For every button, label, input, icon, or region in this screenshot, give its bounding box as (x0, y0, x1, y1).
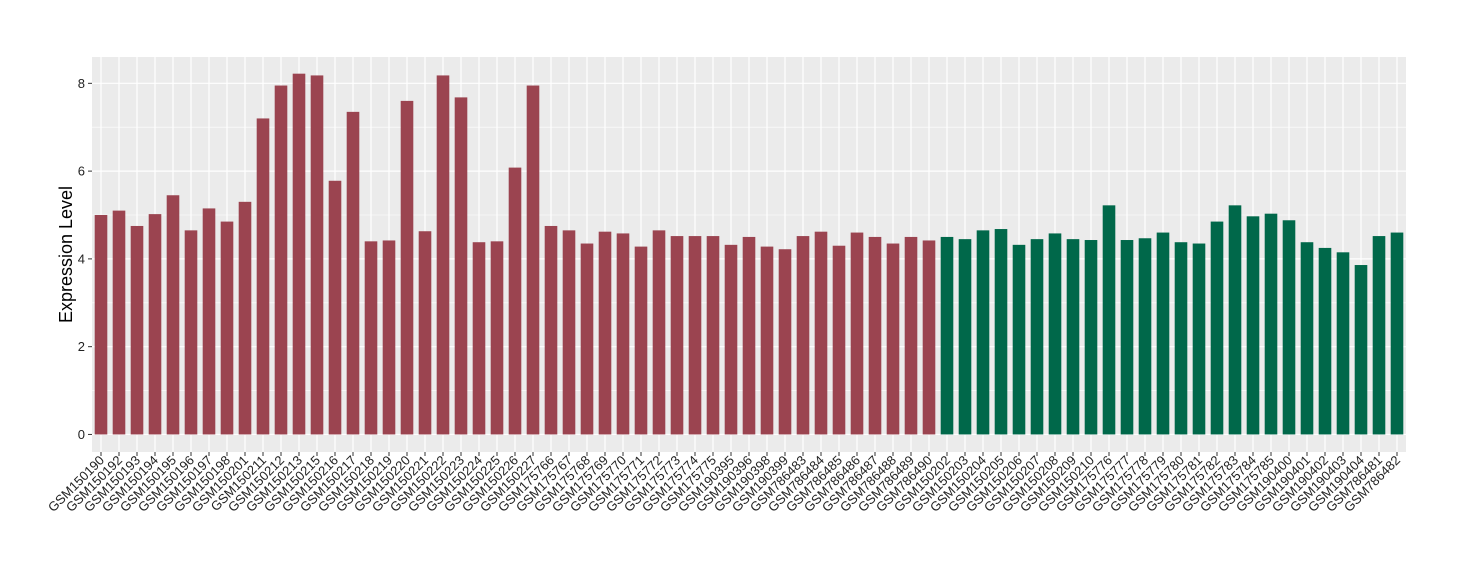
bar-GSM190399 (778, 249, 792, 435)
bar-GSM190400 (1282, 220, 1296, 435)
bar-GSM150190 (94, 215, 108, 435)
bar-GSM150222 (436, 75, 450, 435)
bar-GSM175785 (1264, 213, 1278, 435)
bar-GSM786481 (1372, 236, 1386, 435)
bar-GSM150213 (292, 73, 306, 435)
bar-GSM786487 (868, 236, 882, 435)
bar-GSM175772 (652, 230, 666, 435)
bar-GSM150221 (418, 231, 432, 435)
bar-GSM150226 (508, 167, 522, 435)
bar-GSM150195 (166, 195, 180, 435)
bar-GSM175767 (562, 230, 576, 435)
bar-GSM150219 (382, 240, 396, 435)
bar-GSM175771 (634, 246, 648, 435)
bar-GSM175773 (670, 236, 684, 435)
bar-GSM786486 (850, 232, 864, 435)
bar-GSM190404 (1354, 265, 1368, 435)
bar-GSM175768 (580, 243, 594, 435)
bar-GSM150206 (1012, 244, 1026, 435)
bar-GSM190401 (1300, 242, 1314, 435)
bar-GSM175769 (598, 231, 612, 435)
bar-GSM150205 (994, 229, 1008, 435)
bar-GSM175783 (1228, 205, 1242, 435)
bar-GSM150227 (526, 85, 540, 435)
y-axis-title: Expression Level (56, 186, 76, 323)
bar-GSM150203 (958, 239, 972, 435)
bar-GSM150208 (1048, 233, 1062, 435)
bar-GSM150225 (490, 241, 504, 435)
bar-GSM150192 (112, 210, 126, 435)
bar-GSM150218 (364, 241, 378, 435)
bar-GSM190398 (760, 246, 774, 435)
bar-GSM190396 (742, 236, 756, 435)
bar-GSM786484 (814, 231, 828, 435)
bar-GSM150223 (454, 97, 468, 435)
bar-GSM175777 (1120, 240, 1134, 435)
bar-GSM150193 (130, 225, 144, 435)
bars-group (94, 73, 1404, 435)
bar-GSM150198 (220, 221, 234, 435)
bar-GSM786483 (796, 236, 810, 435)
bar-GSM175782 (1210, 221, 1224, 435)
y-tick-label: 6 (78, 164, 85, 179)
bar-GSM175770 (616, 233, 630, 435)
x-axis: GSM150190GSM150192GSM150193GSM150194GSM1… (45, 452, 1403, 515)
bar-GSM150204 (976, 230, 990, 435)
bar-GSM150210 (1084, 240, 1098, 435)
bar-GSM150201 (238, 201, 252, 435)
bar-GSM150197 (202, 208, 216, 435)
bar-GSM786489 (904, 236, 918, 435)
bar-GSM150216 (328, 180, 342, 435)
bar-GSM150209 (1066, 239, 1080, 435)
bar-GSM175781 (1192, 243, 1206, 435)
bar-GSM190395 (724, 244, 738, 435)
bar-GSM175774 (688, 236, 702, 435)
bar-GSM786485 (832, 245, 846, 435)
bar-GSM175778 (1138, 238, 1152, 435)
y-tick-label: 0 (78, 427, 85, 442)
bar-GSM150220 (400, 100, 414, 435)
y-tick-label: 4 (78, 251, 85, 266)
bar-GSM786490 (922, 240, 936, 435)
bar-GSM150224 (472, 242, 486, 435)
bar-GSM150211 (256, 118, 270, 435)
bar-GSM150194 (148, 214, 162, 435)
bar-GSM175776 (1102, 205, 1116, 435)
bar-GSM175766 (544, 225, 558, 435)
bar-GSM786482 (1390, 232, 1404, 435)
bar-GSM190402 (1318, 247, 1332, 435)
y-tick-label: 2 (78, 339, 85, 354)
bar-GSM150207 (1030, 239, 1044, 435)
bar-GSM175779 (1156, 232, 1170, 435)
bar-GSM150212 (274, 85, 288, 435)
bar-GSM150202 (940, 236, 954, 435)
bar-GSM175775 (706, 236, 720, 435)
bar-GSM175784 (1246, 216, 1260, 435)
y-tick-label: 8 (78, 76, 85, 91)
bar-GSM175780 (1174, 242, 1188, 435)
bar-GSM190403 (1336, 252, 1350, 435)
y-axis: 0 2 4 6 8 (78, 76, 92, 442)
bar-GSM786488 (886, 243, 900, 435)
bar-GSM150215 (310, 75, 324, 435)
bar-GSM150196 (184, 230, 198, 435)
bar-GSM150217 (346, 111, 360, 435)
